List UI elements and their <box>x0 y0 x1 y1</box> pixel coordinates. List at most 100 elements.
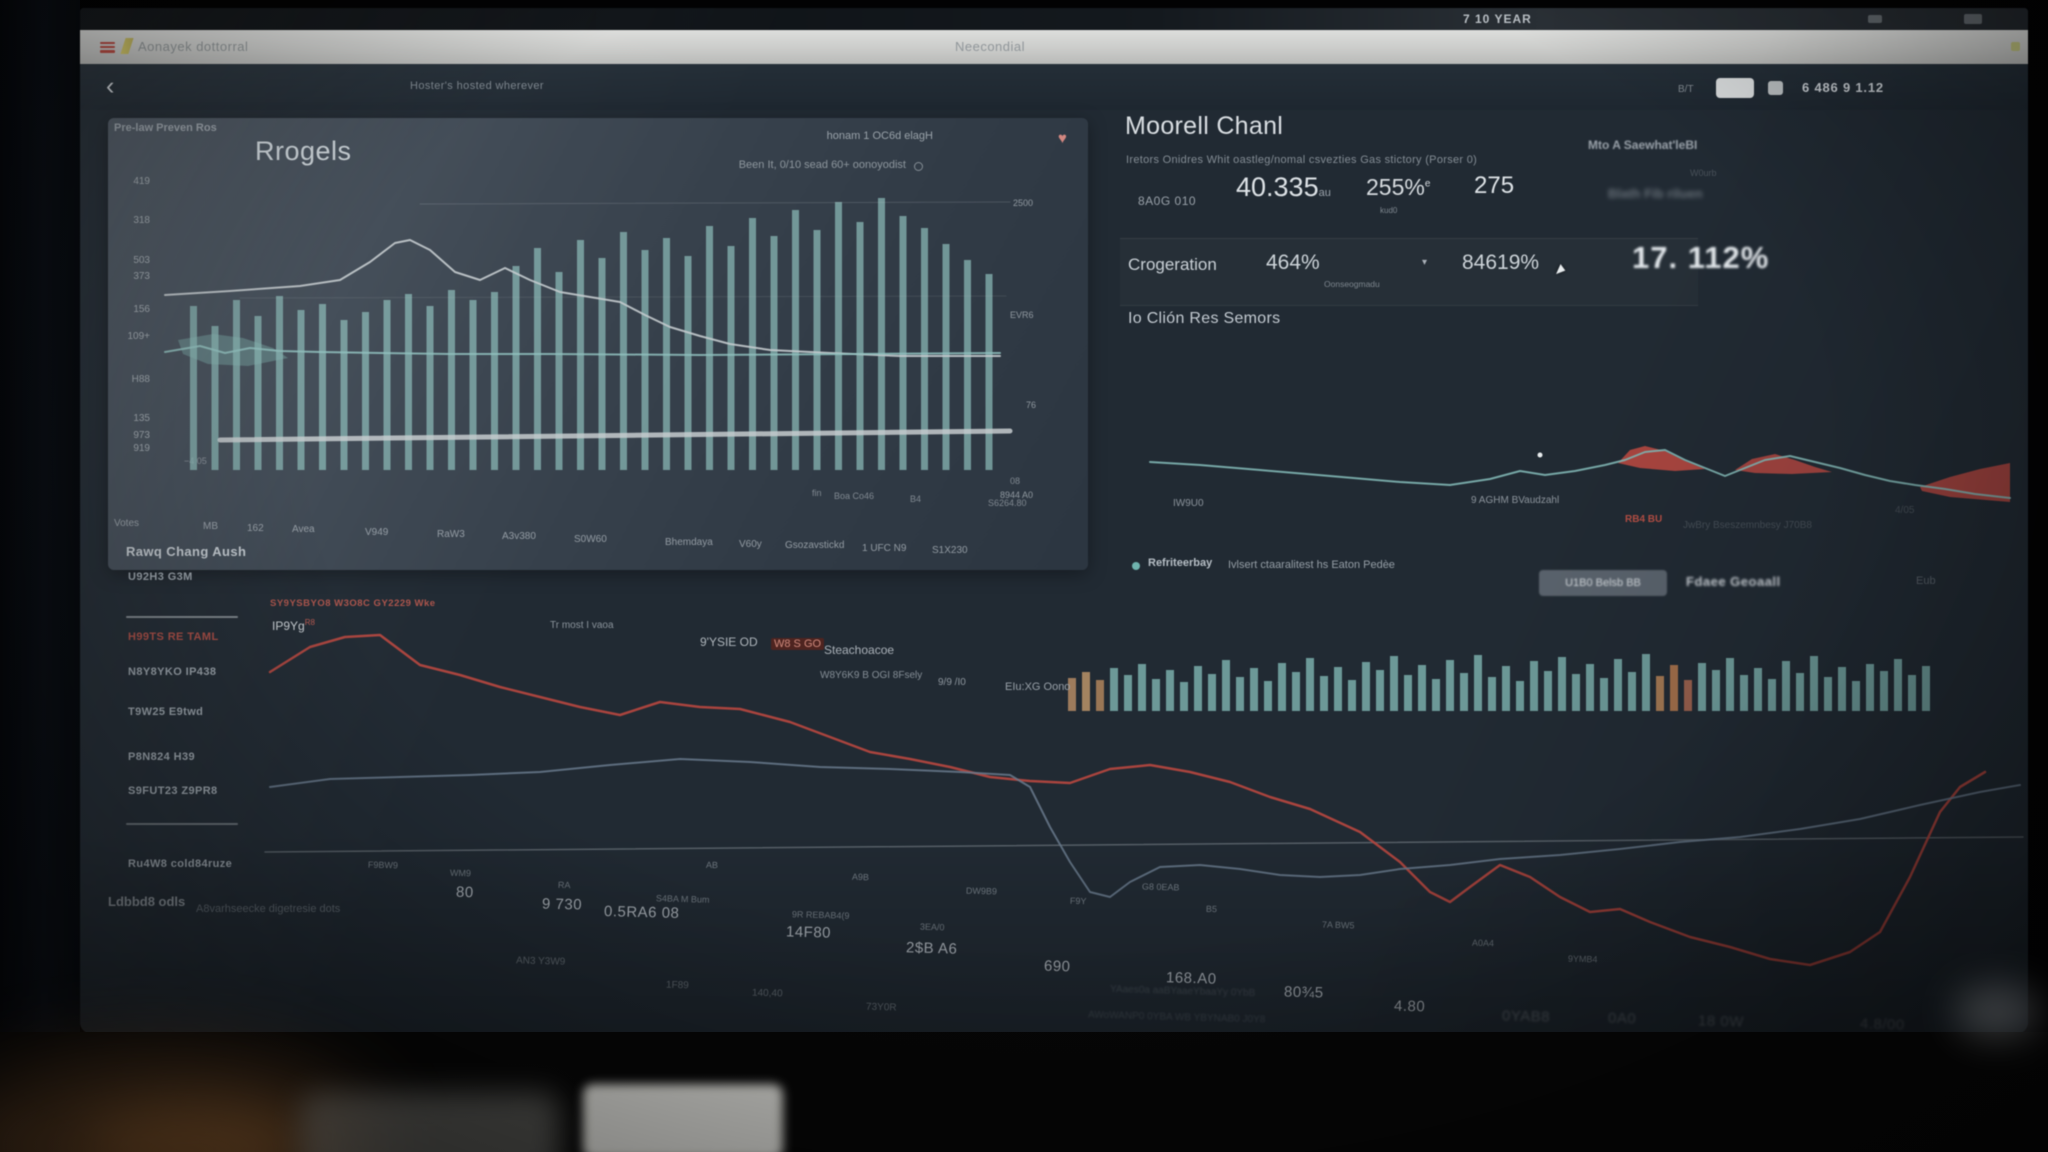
comparison-value-2: 84619% <box>1462 251 1540 274</box>
sessions-axis-label: 9 AGHM BVaudzahl <box>1471 495 1560 506</box>
x-axis-label: A3v380 <box>502 531 536 542</box>
info-circle-icon[interactable] <box>914 162 923 171</box>
x-axis-label: Bhemdaya <box>665 537 713 548</box>
metric-note: Blath Fib riluen <box>1608 186 1703 201</box>
card-header-note: honam 1 OC6d elagH <box>826 130 933 142</box>
chart-annotation: EIu:XG Oono <box>1005 681 1071 693</box>
axis-footnote: AWoWANP0 0YBA WB YBYNAB0 J0Y8 <box>1087 1009 1266 1026</box>
axis-footnote: AN3 Y3W9 <box>515 955 566 968</box>
sessions-alert-label: RB4 BU <box>1625 514 1663 525</box>
toolbar-mode-label: B/T <box>1678 84 1694 95</box>
sidebar-divider <box>126 616 238 618</box>
chart-annotation: 9'YSIE OD <box>700 635 758 649</box>
comparison-row: Crogeration 464% Oonseogmadu ▾ 84619% <box>1120 238 1698 306</box>
back-button[interactable]: ‹ <box>106 72 115 100</box>
x-axis-label: S1X230 <box>932 545 968 556</box>
x-axis-number: 4.8/00 <box>1859 1015 1905 1034</box>
chart-alert-badge: W8 S GO <box>771 638 825 650</box>
sidebar-item[interactable]: T9W25 E9twd <box>128 706 204 718</box>
metric-unit: au <box>1318 187 1331 199</box>
heart-icon[interactable]: ♥ <box>1058 130 1067 147</box>
x-axis-number: 0YAB8 <box>1501 1007 1551 1026</box>
metric-value-3: 275 <box>1474 172 1515 199</box>
x-axis-number: 80¾5 <box>1283 983 1324 1002</box>
app-title: Aonayek dottorral <box>138 39 249 54</box>
monitor-bezel <box>0 0 80 1152</box>
window-title: Neecondial <box>954 39 1026 54</box>
sessions-axis-label: 4/05 <box>1895 505 1915 516</box>
sidebar-item[interactable]: S9FUT23 Z9PR8 <box>128 785 218 797</box>
metric-label: 8A0G 010 <box>1138 194 1197 208</box>
range-label[interactable]: 7 10 YEAR <box>1463 12 1532 26</box>
chart-annotation: W8Y6K9 B OGI 8Fsely <box>820 670 923 681</box>
x-axis-tick: AB <box>705 859 719 871</box>
x-axis-label: Votes <box>114 518 140 529</box>
right-panel-meta: Mto A Saewhat'leBI <box>1588 138 1698 152</box>
x-axis-label: V949 <box>365 527 389 538</box>
y-axis-label: 419 <box>133 176 150 187</box>
menu-icon[interactable] <box>100 42 115 53</box>
axis-footnote: 140,40 <box>751 987 783 1000</box>
legend-dot-icon <box>1132 562 1140 570</box>
x-axis-tick: B5 <box>1205 903 1218 915</box>
browser-top-strip: 7 10 YEAR <box>80 8 2028 30</box>
dropdown-caret-icon[interactable]: ▾ <box>1422 257 1428 268</box>
legend-description: Ivlsert ctaaralitest hs Eaton Pedèe <box>1228 559 1395 571</box>
x-axis-label: MB <box>203 521 218 532</box>
comparison-label: Crogeration <box>1128 255 1217 274</box>
x-axis-label: Avea <box>292 524 315 535</box>
sidebar-item[interactable]: Ru4W8 cold84ruze <box>128 858 233 870</box>
sessions-axis-label: IW9U0 <box>1173 498 1204 509</box>
left-activity-chart <box>164 198 1013 470</box>
chart-alert-label: IP9YgR8 <box>272 618 315 633</box>
x-axis-tick: DW9B9 <box>965 885 998 897</box>
card-title: Rrogels <box>255 136 352 166</box>
comparison-value-1: 464% <box>1266 251 1320 274</box>
sessions-axis-label: JwBry Bseszemnbesy J70B8 <box>1683 520 1812 531</box>
sidebar-divider <box>126 823 238 825</box>
metric-value-1: 40.335au <box>1236 172 1331 202</box>
strip-icon[interactable] <box>1964 14 1982 24</box>
sessions-section-title: Io Clión Res Semors <box>1128 310 1281 327</box>
toolbar-chip-icon[interactable] <box>1768 81 1783 95</box>
comparison-value-1-sub: Oonseogmadu <box>1324 279 1380 289</box>
chart-annotation: 9/9 /I0 <box>938 677 966 688</box>
axis-footnote: 73Y0R <box>865 1001 897 1014</box>
toolbar-title: Hoster's hosted wherever <box>410 80 544 92</box>
chart-alert-note: SY9YSBYO8 W3O8C GY2229 Wke <box>270 598 436 609</box>
x-axis-tick: 7A BW5 <box>1321 919 1355 931</box>
x-axis-tick: 9R REBAB4(9 <box>791 909 850 921</box>
left-chart-x-axis: Votes MB 162 Avea V949 RaW3 A3v380 S0W60 Bhemday… <box>108 518 1088 558</box>
dashboard-content: Pre-law Preven Ros Rrogels honam 1 OC6d … <box>80 110 2028 1034</box>
right-panel-meta-sub: W0urb <box>1690 168 1717 178</box>
sidebar-item[interactable]: U92H3 G3M <box>128 571 193 583</box>
x-axis-tick: 3EA/0 <box>919 921 945 933</box>
x-axis-number: 2$B A6 <box>905 939 958 958</box>
x-axis-label: S0W60 <box>574 534 607 545</box>
comparison-value-big: 17. 112% <box>1632 240 1770 275</box>
right-sessions-chart <box>1149 446 2011 502</box>
sidebar-item[interactable]: H99TS RE TAML <box>128 631 219 643</box>
strip-icon[interactable] <box>1868 15 1882 23</box>
sidebar-item[interactable]: N8Y8YKO IP438 <box>128 666 217 678</box>
x-axis-number: 9 730 <box>541 895 583 914</box>
x-axis-tick: A0A4 <box>1471 937 1495 949</box>
sidebar-item[interactable]: P8N824 H39 <box>128 751 195 763</box>
right-panel-subtitle: Iretors Onidres Whit oastleg/nomal csvez… <box>1126 154 1478 166</box>
x-axis-number: 18 0W <box>1697 1012 1745 1031</box>
chart-annotation: Tr most I vaoa <box>550 620 614 631</box>
window-titlebar: Aonayek dottorral Neecondial <box>80 30 2028 64</box>
metric-value-2-sub: kud0 <box>1380 206 1398 215</box>
toolbar: ‹ Hoster's hosted wherever B/T 6 486 9 1… <box>80 64 2028 110</box>
x-axis-tick: F9BW9 <box>367 859 399 871</box>
toolbar-toggle[interactable] <box>1716 78 1754 98</box>
x-axis-label: Gsozavstickd <box>785 540 845 551</box>
x-axis-label: 162 <box>247 523 264 534</box>
app-window: 7 10 YEAR Aonayek dottorral Neecondial ‹… <box>80 8 2028 1034</box>
mouse-cursor-icon <box>1556 264 1567 277</box>
status-indicator-icon <box>2011 42 2020 51</box>
chart-annotation: Steachoacoe <box>824 643 895 657</box>
x-axis-tick: G8 0EAB <box>1141 881 1180 893</box>
bottom-main-chart <box>264 633 2024 967</box>
